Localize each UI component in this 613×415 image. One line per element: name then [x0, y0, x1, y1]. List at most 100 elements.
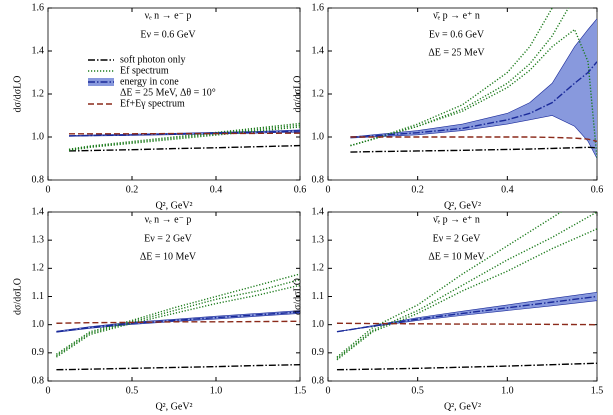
line: [336, 212, 563, 358]
y-tick-label: 1.1: [32, 291, 45, 302]
line: [68, 124, 300, 151]
legend-label: Ef spectrum: [120, 65, 169, 76]
legend-note: ΔE = 25 MeV, Δθ = 10°: [120, 87, 216, 98]
plot-area: [336, 212, 597, 371]
x-tick-label: 1.0: [210, 385, 223, 396]
annotation: ΔE = 25 MeV: [428, 47, 485, 58]
y-tick-label: 1.2: [32, 88, 45, 99]
x-tick-label: 0.2: [126, 184, 139, 195]
line: [68, 126, 300, 152]
y-tick-label: 1.0: [312, 319, 325, 330]
annotation: Eν = 2 GeV: [144, 233, 192, 244]
line: [56, 284, 300, 358]
y-tick-label: 1.3: [312, 234, 325, 245]
x-axis-label: Q², GeV²: [155, 200, 192, 211]
band: [350, 18, 597, 159]
panel-title: ν̄ₑ p → e⁺ n: [433, 10, 480, 21]
annotation: Eν = 0.6 GeV: [140, 29, 196, 40]
line: [336, 295, 597, 333]
panel-title: ν̄ₑ p → e⁺ n: [433, 214, 480, 225]
panel: 0 0.2 0.4 0.6 0.8 1.0 1.2 1.4 1.6 Q², GeV² dσ/dσLO…: [12, 2, 306, 211]
y-tick-label: 1.0: [312, 131, 325, 142]
line: [56, 320, 300, 324]
panel: 0 0.2 0.4 0.6 0.8 1.0 1.2 1.4 1.6 Q², GeV² dσ/dσLO…: [292, 2, 604, 211]
line: [68, 122, 300, 150]
y-axis-label: dσ/dσLO: [292, 278, 303, 315]
x-tick-label: 0: [46, 385, 51, 396]
y-tick-label: 1.4: [32, 45, 45, 56]
band-edge: [336, 291, 597, 333]
y-tick-label: 0.8: [312, 375, 325, 386]
y-axis-label: dσ/dσLO: [12, 278, 23, 315]
x-tick-label: 0.6: [591, 184, 604, 195]
line: [69, 132, 300, 135]
x-tick-label: 0.6: [294, 184, 307, 195]
line: [336, 322, 597, 326]
annotation: ΔE = 10 MeV: [428, 251, 485, 262]
panel: 0 0.5 1.0 1.5 0.8 0.9 1.0 1.1 1.2 1.3 1.4 Q², GeV² d…: [292, 206, 604, 412]
x-axis-label: Q², GeV²: [155, 401, 192, 412]
panel: 0 0.5 1.0 1.5 0.8 0.9 1.0 1.1 1.2 1.3 1.4 Q², GeV² d…: [12, 206, 306, 412]
plot-frame: [47, 7, 301, 181]
line: [56, 278, 300, 357]
y-tick-label: 1.4: [312, 45, 325, 56]
x-tick-label: 1.5: [591, 385, 604, 396]
line: [336, 228, 597, 361]
x-axis-label: Q², GeV²: [444, 200, 481, 211]
y-tick-label: 0.8: [32, 375, 45, 386]
annotation: Eν = 0.6 GeV: [429, 29, 485, 40]
line: [350, 61, 597, 138]
y-tick-label: 1.2: [32, 263, 45, 274]
x-tick-label: 0.5: [126, 385, 139, 396]
y-tick-label: 0.9: [32, 347, 45, 358]
x-tick-label: 0.4: [210, 184, 223, 195]
line: [350, 146, 597, 153]
annotation: Eν = 2 GeV: [433, 233, 481, 244]
legend-label: Ef+Eγ spectrum: [120, 98, 185, 109]
panel-title: νₑ n → e⁻ p: [145, 214, 192, 225]
band-edge: [336, 300, 597, 333]
x-axis-label: Q², GeV²: [444, 401, 481, 412]
y-tick-label: 1.2: [312, 88, 325, 99]
y-tick-label: 1.0: [32, 319, 45, 330]
plot-area: [350, 8, 597, 159]
legend-label: energy in cone: [120, 76, 179, 87]
line: [56, 363, 300, 371]
annotation: ΔE = 10 MeV: [140, 251, 197, 262]
y-axis-label: dσ/dσLO: [12, 76, 23, 113]
plot-frame: [47, 211, 301, 382]
y-tick-label: 1.3: [32, 234, 45, 245]
band-edge: [56, 310, 300, 332]
x-tick-label: 0: [326, 385, 331, 396]
y-tick-label: 1.6: [32, 2, 45, 13]
y-tick-label: 1.4: [312, 206, 325, 217]
y-tick-label: 0.8: [312, 174, 325, 185]
band-edge: [350, 18, 597, 138]
plot-area: [56, 273, 300, 371]
y-tick-label: 1.0: [32, 131, 45, 142]
y-tick-label: 1.2: [312, 263, 325, 274]
x-tick-label: 0: [46, 184, 51, 195]
y-tick-label: 0.8: [32, 174, 45, 185]
x-tick-label: 1.5: [294, 385, 307, 396]
y-tick-label: 1.4: [32, 206, 45, 217]
line: [336, 362, 597, 371]
line: [336, 212, 597, 360]
x-tick-label: 0.5: [411, 385, 424, 396]
band: [56, 310, 300, 333]
line: [350, 136, 597, 142]
legend-label: soft photon only: [120, 54, 186, 65]
y-tick-label: 1.6: [312, 2, 325, 13]
x-tick-label: 0.2: [411, 184, 424, 195]
line: [56, 311, 300, 333]
line: [68, 144, 300, 152]
y-axis-label: dσ/dσLO: [292, 76, 303, 113]
x-tick-label: 0: [326, 184, 331, 195]
y-tick-label: 0.9: [312, 347, 325, 358]
x-tick-label: 1.0: [501, 385, 514, 396]
y-tick-label: 1.1: [312, 291, 325, 302]
panel-title: νₑ n → e⁻ p: [145, 10, 192, 21]
band-edge: [350, 115, 597, 159]
plot-area: [68, 122, 300, 152]
